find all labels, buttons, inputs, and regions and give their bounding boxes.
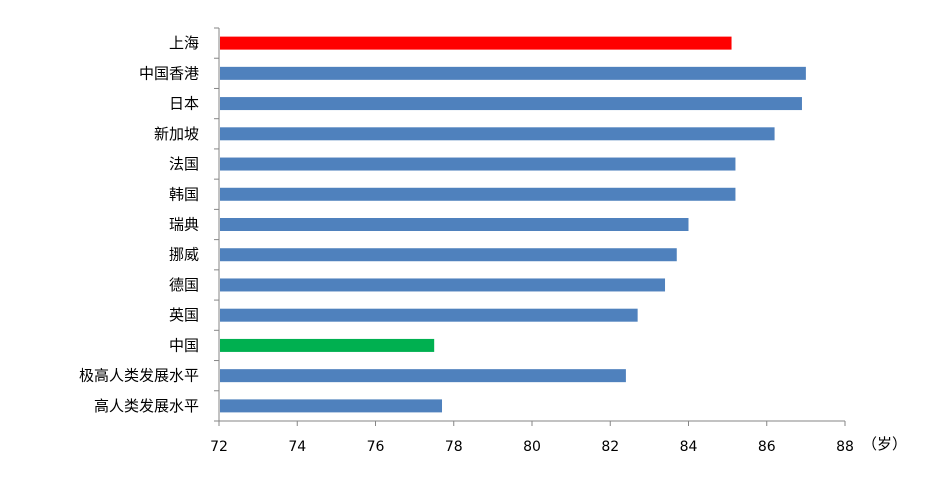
x-tick-label-3: 78 (445, 439, 463, 455)
x-tick-label-0: 72 (210, 439, 228, 455)
category-label-4: 法国 (169, 155, 199, 173)
category-label-8: 德国 (169, 276, 199, 294)
x-tick-label-1: 74 (288, 439, 306, 455)
category-label-2: 日本 (169, 95, 199, 113)
bar-3 (220, 127, 775, 141)
tick-labels-group: 72 74 76 78 80 82 84 86 88 (210, 439, 854, 455)
category-label-9: 英国 (169, 306, 199, 324)
bar-5 (220, 187, 736, 201)
bar-12 (220, 399, 443, 413)
x-tick-label-6: 84 (680, 439, 698, 455)
bar-10 (220, 338, 435, 352)
bars-group (220, 36, 806, 413)
bar-1 (220, 66, 806, 80)
category-label-3: 新加坡 (154, 125, 199, 143)
bar-4 (220, 157, 736, 171)
bar-2 (220, 97, 802, 111)
category-label-7: 挪威 (169, 246, 199, 264)
category-label-10: 中国 (169, 336, 199, 354)
category-label-11: 极高人类发展水平 (79, 367, 199, 385)
bar-11 (220, 369, 626, 383)
x-tick-label-5: 82 (601, 439, 619, 455)
bar-7 (220, 248, 677, 262)
bar-6 (220, 218, 689, 231)
category-label-12: 高人类发展水平 (94, 397, 199, 415)
category-label-6: 瑞典 (169, 216, 199, 234)
axes-group (214, 27, 846, 426)
x-axis-unit-label: （岁） (862, 435, 907, 453)
category-label-5: 韩国 (169, 185, 199, 203)
x-tick-label-4: 80 (523, 439, 541, 455)
bar-0 (220, 36, 732, 50)
x-tick-label-7: 86 (758, 439, 776, 455)
x-tick-label-8: 88 (836, 439, 854, 455)
x-tick-label-2: 76 (367, 439, 385, 455)
category-label-1: 中国香港 (139, 64, 199, 82)
bar-8 (220, 278, 666, 292)
category-label-0: 上海 (169, 34, 199, 52)
bar-9 (220, 308, 638, 322)
